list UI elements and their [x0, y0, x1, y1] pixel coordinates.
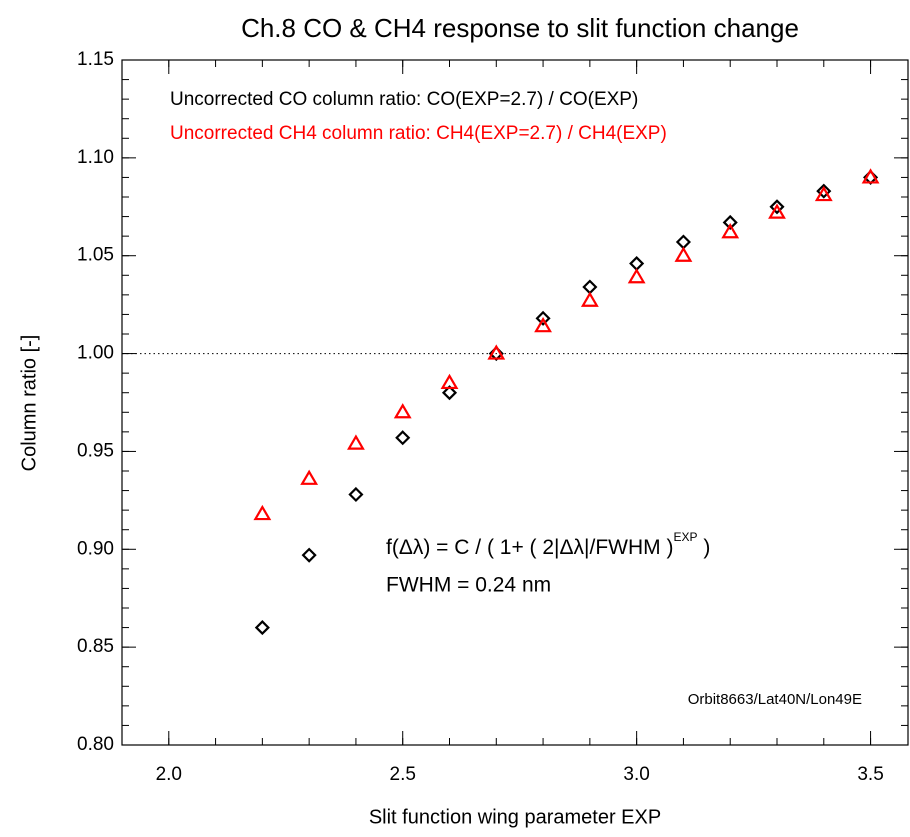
x-axis-label: Slit function wing parameter EXP — [369, 806, 661, 828]
annotation: FWHM = 0.24 nm — [386, 574, 551, 597]
y-tick-label: 1.10 — [77, 147, 114, 168]
y-tick-label: 1.15 — [77, 49, 114, 70]
data-point — [254, 620, 270, 636]
data-point — [300, 469, 319, 485]
data-point — [535, 310, 551, 326]
data-point — [253, 504, 272, 521]
data-point — [861, 168, 880, 184]
data-point — [721, 223, 740, 239]
y-tick-label: 0.80 — [77, 734, 114, 755]
data-point — [395, 430, 411, 446]
formula-end: ) — [697, 536, 710, 559]
y-tick-label: 1.05 — [77, 245, 114, 266]
annotation: f(Δλ) = C / ( 1+ ( 2|Δλ|/FWHM )EXP ) — [386, 530, 710, 558]
data-point — [348, 486, 364, 503]
data-point — [722, 214, 738, 230]
formula-superscript: EXP — [673, 530, 697, 544]
y-tick-label: 1.00 — [77, 343, 114, 364]
data-point — [582, 279, 598, 295]
data-point — [768, 203, 786, 219]
y-tick-label: 0.95 — [77, 440, 114, 461]
data-point — [769, 199, 785, 215]
legend-entry: Uncorrected CO column ratio: CO(EXP=2.7)… — [170, 89, 638, 110]
data-point — [674, 246, 693, 262]
x-tick-label: 3.0 — [623, 764, 649, 785]
data-point — [393, 403, 412, 419]
y-axis-label: Column ratio [-] — [18, 335, 40, 472]
data-point — [580, 291, 599, 307]
x-tick-label: 2.5 — [390, 764, 416, 785]
data-point — [301, 547, 317, 563]
data-point — [675, 234, 691, 250]
data-point — [534, 316, 552, 333]
data-point — [816, 183, 832, 199]
y-tick-label: 0.85 — [77, 636, 114, 657]
formula: f(Δλ) = C / ( 1+ ( 2|Δλ|/FWHM ) — [386, 536, 673, 559]
x-tick-label: 2.0 — [156, 764, 182, 785]
data-point — [627, 268, 646, 284]
chart-title: Ch.8 CO & CH4 response to slit function … — [241, 13, 799, 43]
plot-frame — [121, 59, 909, 746]
data-point — [629, 255, 645, 272]
data-point — [487, 344, 506, 360]
y-tick-label: 0.90 — [77, 538, 114, 559]
data-point — [814, 185, 833, 202]
data-point — [440, 373, 459, 390]
annotation: Orbit8663/Lat40N/Lon49E — [688, 691, 862, 708]
data-point — [441, 385, 458, 401]
x-tick-label: 3.5 — [857, 764, 883, 785]
legend-entry: Uncorrected CH4 column ratio: CH4(EXP=2.… — [170, 123, 667, 144]
data-point — [347, 434, 365, 450]
